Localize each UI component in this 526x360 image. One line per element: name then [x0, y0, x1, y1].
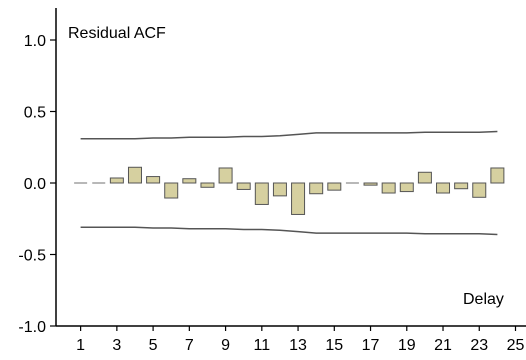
confidence-bands — [80, 130, 498, 236]
x-axis-label: Delay — [463, 291, 504, 308]
acf-bar — [127, 166, 142, 184]
y-tick-label: -1.0 — [18, 319, 46, 336]
acf-bar — [254, 182, 269, 205]
acf-bar — [218, 167, 233, 184]
acf-bar — [309, 182, 324, 195]
x-tick-label: 3 — [112, 337, 121, 354]
x-tick-label: 1 — [76, 337, 85, 354]
acf-bar — [363, 182, 378, 186]
acf-bar — [381, 182, 396, 194]
y-axis-ticks: 1.0 0.5 0.0 -0.5 -1.0 — [18, 33, 56, 336]
acf-bar — [454, 182, 469, 190]
y-tick-label: 0.0 — [24, 176, 46, 193]
x-tick-label: 15 — [325, 337, 343, 354]
lower-confidence-band — [80, 226, 498, 236]
y-tick-label: 0.5 — [24, 105, 46, 122]
x-tick-label: 11 — [254, 337, 271, 354]
acf-bar — [236, 182, 251, 190]
acf-bar — [146, 176, 161, 184]
acf-bar — [436, 182, 451, 194]
acf-bar — [182, 178, 197, 184]
chart-title: Residual ACF — [68, 25, 166, 42]
x-tick-label: 19 — [398, 337, 416, 354]
acf-bar — [164, 182, 179, 199]
acf-bar — [109, 177, 124, 184]
acf-bar — [327, 182, 342, 191]
x-tick-label: 5 — [149, 337, 158, 354]
x-tick-label: 21 — [434, 337, 452, 354]
x-tick-label: 17 — [362, 337, 380, 354]
acf-bar — [399, 182, 414, 193]
x-tick-label: 9 — [221, 337, 230, 354]
acf-bar — [472, 182, 487, 198]
acf-bar — [200, 182, 215, 188]
x-tick-label: 7 — [185, 337, 194, 354]
acf-bar — [272, 182, 287, 197]
y-tick-label: -0.5 — [18, 248, 46, 265]
upper-confidence-band — [80, 130, 498, 140]
x-tick-label: 13 — [289, 337, 307, 354]
axes — [55, 8, 526, 327]
x-tick-label: 23 — [470, 337, 488, 354]
acf-bar — [291, 182, 306, 215]
x-tick-label: 25 — [507, 337, 525, 354]
acf-bars — [74, 166, 505, 215]
acf-bar — [490, 167, 505, 184]
y-tick-label: 1.0 — [24, 33, 46, 50]
acf-bar — [417, 171, 432, 184]
x-axis-ticks: 1 3 5 7 9 11 13 15 17 19 21 23 25 — [76, 326, 525, 354]
